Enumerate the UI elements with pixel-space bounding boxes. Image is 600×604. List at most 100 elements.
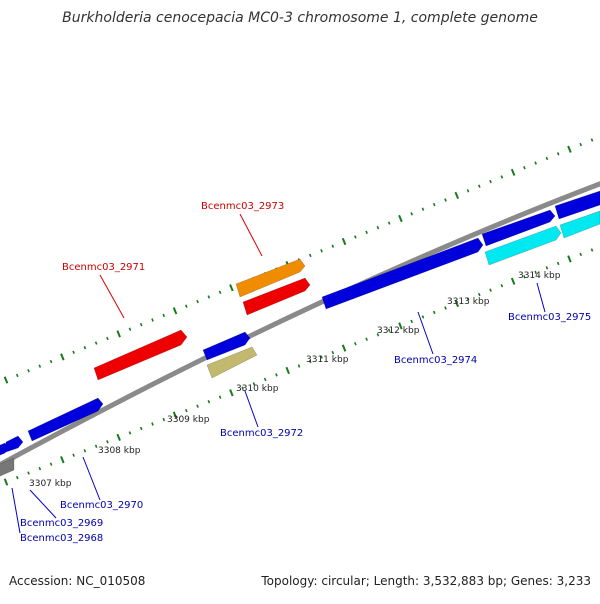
inner-tick (275, 373, 278, 377)
scale-label: 3314 kbp (518, 271, 561, 281)
inner-tick (185, 408, 188, 413)
outer-tick (229, 284, 234, 292)
inner-tick (241, 386, 244, 390)
gene-label: Bcenmc03_2975 (508, 312, 591, 323)
scale-label: 3310 kbp (236, 384, 279, 394)
outer-tick (444, 198, 447, 202)
leader-lines (11, 213, 546, 534)
inner-tick (534, 270, 537, 274)
feature-track (0, 190, 600, 477)
inner-tick (387, 328, 391, 332)
feature-blue-2974 (321, 237, 484, 310)
inner-tick (38, 466, 42, 471)
inner-tick (207, 400, 211, 404)
outer-tick (94, 341, 98, 345)
inner-tick (478, 292, 481, 297)
outer-tick (567, 145, 572, 153)
inner-tick (365, 337, 368, 341)
outer-tick (421, 207, 425, 211)
outer-tick (365, 230, 368, 234)
leader-line (29, 489, 57, 519)
feature-red-2971 (93, 329, 188, 381)
outer-tick (466, 189, 470, 193)
inner-tick (341, 344, 347, 352)
outer-tick (116, 330, 121, 338)
map-title: Burkholderia cenocepacia MC0-3 chromosom… (62, 10, 538, 26)
gene-label: Bcenmc03_2968 (20, 533, 103, 544)
outer-tick (196, 299, 199, 304)
leader-line (239, 213, 263, 257)
inner-tick (49, 462, 53, 466)
inner-tick (444, 306, 447, 310)
inner-tick (72, 453, 75, 457)
outer-tick (354, 235, 357, 239)
outer-tick (72, 350, 75, 354)
outer-tick (27, 369, 30, 373)
inner-tick (320, 355, 323, 359)
feature-blue-3308 (27, 397, 104, 442)
inner-tick (15, 475, 19, 480)
leader-line (99, 274, 125, 319)
feature-blue-edge-right (554, 190, 600, 220)
inner-tick (3, 478, 9, 486)
inner-tick (162, 417, 166, 422)
outer-tick (3, 376, 9, 384)
feature-blue-2972 (202, 331, 251, 361)
inner-tick (590, 248, 594, 252)
outer-tick (308, 253, 312, 258)
inner-tick (83, 449, 87, 453)
inner-tick (510, 277, 516, 285)
feature-blue-small (5, 435, 24, 453)
outer-tick (151, 318, 154, 322)
inner-tick (410, 319, 413, 324)
leader-line (417, 311, 434, 355)
feature-khaki-2972 (206, 346, 258, 379)
outer-tick (590, 138, 594, 142)
leader-line (11, 487, 21, 534)
inner-tick (421, 315, 425, 319)
outer-tick (556, 152, 560, 156)
scale-label: 3313 kbp (447, 297, 490, 307)
inner-tick (128, 431, 132, 435)
inner-tick (556, 261, 560, 266)
inner-tick (489, 288, 492, 292)
inner-tick (398, 322, 403, 330)
inner-tick-ring (3, 248, 594, 486)
outer-tick (207, 295, 211, 299)
inner-tick (263, 377, 267, 382)
inner-tick (466, 297, 470, 301)
leader-line (82, 456, 101, 501)
outer-tick (454, 191, 460, 200)
gene-label: Bcenmc03_2970 (60, 500, 143, 511)
inner-tick (172, 411, 178, 419)
inner-tick (454, 299, 459, 308)
gene-label: Bcenmc03_2973 (201, 201, 284, 212)
outer-tick (477, 184, 481, 188)
outer-tick (523, 166, 526, 170)
outer-tick (387, 221, 391, 225)
scale-label: 3311 kbp (306, 355, 349, 365)
inner-tick (116, 433, 121, 442)
inner-tick (196, 404, 199, 408)
inner-tick (285, 366, 290, 375)
feature-gray-left (0, 457, 15, 477)
inner-tick (567, 255, 572, 263)
feature-cyan-2975 (484, 225, 562, 266)
outer-tick (376, 226, 380, 230)
outer-tick (410, 212, 414, 216)
outer-tick (510, 168, 516, 176)
inner-tick (579, 252, 583, 257)
backbone-ring (0, 181, 600, 468)
inner-tick (432, 310, 436, 315)
gene-labels: Bcenmc03_2973 Bcenmc03_2971 Bcenmc03_2975 B… (20, 201, 591, 544)
inner-tick (229, 389, 234, 397)
inner-tick (545, 266, 549, 270)
outer-tick (545, 156, 549, 161)
outer-tick (172, 307, 178, 315)
outer-tick (432, 202, 436, 207)
outer-tick (128, 327, 132, 331)
outer-tick (398, 214, 403, 223)
outer-tick (83, 346, 87, 350)
outer-tick (500, 175, 504, 179)
